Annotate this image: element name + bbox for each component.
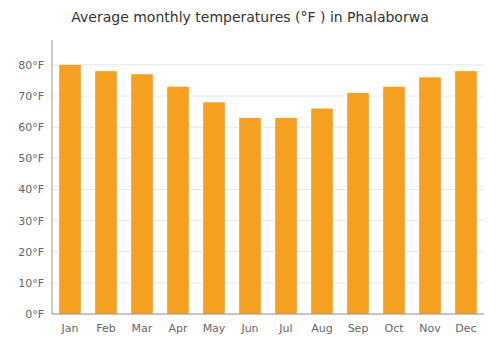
grid-line [52, 314, 484, 315]
x-tick-label: Jul [278, 322, 292, 335]
y-tick-label: 80°F [18, 59, 44, 72]
x-tick-label: Feb [96, 322, 115, 335]
bar [239, 118, 261, 314]
x-tick-label: Aug [311, 322, 332, 335]
x-tick-label: Apr [168, 322, 188, 335]
x-tick-label: Mar [132, 322, 153, 335]
y-tick-label: 40°F [18, 183, 44, 196]
bar [455, 71, 477, 314]
bar [275, 118, 297, 314]
bar [419, 77, 441, 314]
bar [347, 93, 369, 314]
x-tick-label: Jan [61, 322, 79, 335]
x-tick-label: May [203, 322, 226, 335]
x-tick-label: Sep [348, 322, 369, 335]
bar [383, 87, 405, 314]
page: {"chart_data": {"type": "bar", "title": … [0, 0, 500, 350]
y-grid [52, 65, 484, 314]
y-tick-label: 0°F [25, 308, 44, 321]
bars [59, 65, 477, 314]
title: Average monthly temperatures (°F ) in Ph… [71, 9, 428, 25]
y-ticks: 0°F 10°F 20°F 30°F 40°F 50°F 60°F 70°F 80°F [18, 59, 44, 321]
x-tick-label: Dec [455, 322, 476, 335]
chart-svg: Average monthly temperatures (°F ) in Ph… [0, 0, 500, 350]
grid-line [52, 64, 484, 65]
x-tick-label: Nov [419, 322, 441, 335]
x-tick-label: Jun [240, 322, 258, 335]
y-tick-label: 30°F [18, 215, 44, 228]
y-tick-label: 10°F [18, 277, 44, 290]
y-tick-label: 60°F [18, 121, 44, 134]
bar [203, 102, 225, 314]
bar [59, 65, 81, 314]
y-tick-label: 20°F [18, 246, 44, 259]
bar [95, 71, 117, 314]
x-ticks: Jan Feb Mar Apr May Jun Jul Aug Sep Oct Nov Dec [61, 322, 477, 335]
y-axis-line [52, 40, 53, 314]
x-axis-line [52, 314, 484, 315]
chart-container: Average monthly temperatures (°F ) in Ph… [0, 0, 500, 350]
y-tick-label: 50°F [18, 152, 44, 165]
y-tick-label: 70°F [18, 90, 44, 103]
bar [167, 87, 189, 314]
bar [311, 109, 333, 315]
x-tick-label: Oct [384, 322, 404, 335]
bar [131, 74, 153, 314]
